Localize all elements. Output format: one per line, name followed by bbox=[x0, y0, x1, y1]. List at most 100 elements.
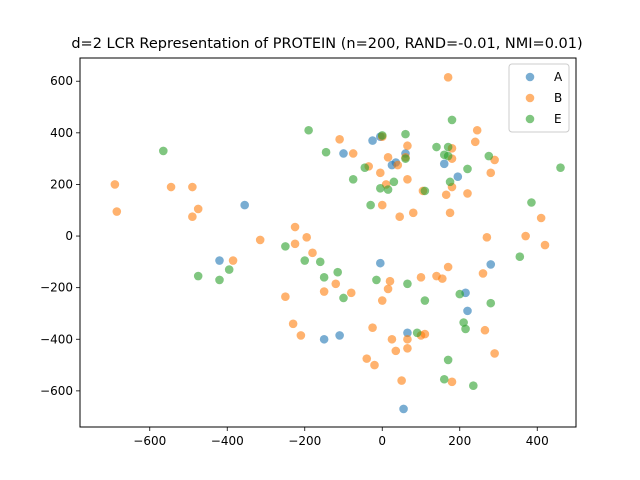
point-B-33 bbox=[385, 276, 395, 286]
point-B-16 bbox=[288, 319, 298, 329]
legend-marker-E bbox=[525, 114, 535, 124]
point-A-10 bbox=[376, 258, 385, 268]
point-A-11 bbox=[335, 331, 344, 340]
point-A-7 bbox=[439, 159, 449, 169]
point-A-17 bbox=[486, 260, 496, 269]
x-tick-label: 400 bbox=[526, 434, 549, 448]
point-B-47 bbox=[438, 274, 447, 283]
point-B-31 bbox=[376, 168, 385, 178]
point-B-34 bbox=[377, 296, 387, 305]
point-B-68 bbox=[447, 377, 457, 387]
y-tick-label: −400 bbox=[40, 332, 73, 346]
point-B-35 bbox=[368, 323, 377, 332]
point-A-0 bbox=[240, 200, 249, 210]
point-E-35 bbox=[463, 164, 472, 174]
point-E-22 bbox=[403, 279, 412, 289]
point-B-39 bbox=[391, 346, 401, 356]
point-B-42 bbox=[403, 344, 412, 353]
point-B-66 bbox=[536, 213, 546, 223]
point-B-5 bbox=[193, 204, 203, 214]
point-E-10 bbox=[333, 267, 342, 277]
point-E-23 bbox=[412, 328, 422, 338]
point-E-0 bbox=[159, 146, 168, 156]
point-B-19 bbox=[348, 149, 358, 158]
point-B-6 bbox=[228, 256, 238, 265]
point-B-67 bbox=[540, 240, 550, 250]
point-B-40 bbox=[397, 376, 406, 385]
legend-box bbox=[508, 63, 570, 133]
point-B-62 bbox=[486, 168, 496, 178]
point-B-24 bbox=[393, 160, 403, 170]
point-E-16 bbox=[376, 184, 385, 193]
y-axis: −600 −400 −200 0 200 400 600 bbox=[40, 74, 80, 398]
point-E-26 bbox=[432, 142, 441, 152]
chart-title: d=2 LCR Representation of PROTEIN (n=200… bbox=[71, 36, 582, 52]
point-B-58 bbox=[463, 189, 472, 198]
point-B-11 bbox=[308, 248, 317, 258]
point-B-15 bbox=[281, 292, 290, 301]
point-A-13 bbox=[403, 328, 412, 338]
point-E-3 bbox=[224, 265, 234, 274]
plot-frame bbox=[79, 57, 577, 428]
x-tick-label: 0 bbox=[378, 434, 386, 448]
point-B-25 bbox=[395, 212, 404, 221]
point-E-17 bbox=[377, 131, 387, 140]
point-B-18 bbox=[335, 134, 344, 144]
point-E-30 bbox=[445, 177, 455, 187]
point-E-29 bbox=[443, 151, 453, 161]
point-E-21 bbox=[401, 154, 410, 163]
point-B-1 bbox=[112, 207, 122, 216]
point-E-7 bbox=[315, 257, 325, 267]
point-B-59 bbox=[478, 269, 488, 278]
point-B-27 bbox=[403, 141, 412, 151]
point-E-4 bbox=[281, 242, 290, 251]
x-tick-label: 200 bbox=[448, 434, 471, 448]
point-E-1 bbox=[193, 271, 203, 281]
point-B-0 bbox=[110, 180, 120, 189]
point-B-12 bbox=[319, 287, 329, 296]
point-B-41 bbox=[403, 334, 412, 344]
point-B-13 bbox=[331, 279, 341, 289]
point-E-25 bbox=[420, 296, 430, 305]
point-B-45 bbox=[416, 273, 426, 282]
point-E-8 bbox=[319, 273, 329, 282]
point-B-44 bbox=[420, 329, 430, 339]
point-B-56 bbox=[470, 137, 480, 147]
point-A-12 bbox=[319, 334, 329, 344]
legend-label-A: A bbox=[554, 70, 563, 84]
point-E-14 bbox=[366, 200, 375, 210]
x-axis: −600 −400 −200 0 200 400 bbox=[133, 427, 549, 448]
point-A-1 bbox=[215, 256, 224, 265]
point-B-7 bbox=[255, 235, 265, 245]
point-E-43 bbox=[556, 163, 565, 172]
point-E-34 bbox=[461, 324, 470, 334]
x-tick-label: −200 bbox=[288, 434, 321, 448]
x-tick-label: −400 bbox=[211, 434, 244, 448]
point-B-64 bbox=[490, 349, 499, 358]
point-E-9 bbox=[321, 147, 331, 157]
point-B-60 bbox=[480, 325, 490, 335]
point-A-16 bbox=[463, 306, 472, 316]
points-layer bbox=[110, 73, 565, 414]
point-E-11 bbox=[339, 293, 348, 303]
point-E-39 bbox=[484, 151, 494, 161]
point-B-50 bbox=[441, 190, 451, 200]
point-B-32 bbox=[383, 284, 393, 294]
point-E-42 bbox=[527, 198, 536, 207]
point-B-51 bbox=[445, 208, 455, 218]
point-B-8 bbox=[290, 222, 300, 232]
point-B-48 bbox=[443, 262, 453, 272]
point-B-57 bbox=[472, 125, 482, 135]
point-E-41 bbox=[515, 252, 525, 261]
point-A-8 bbox=[453, 172, 463, 181]
point-A-3 bbox=[368, 136, 377, 145]
point-E-12 bbox=[348, 174, 358, 184]
y-tick-label: 200 bbox=[50, 177, 73, 191]
point-B-37 bbox=[370, 360, 379, 370]
point-E-33 bbox=[459, 318, 468, 327]
point-B-3 bbox=[188, 182, 197, 192]
point-B-28 bbox=[403, 174, 412, 184]
legend-marker-B bbox=[525, 93, 535, 103]
